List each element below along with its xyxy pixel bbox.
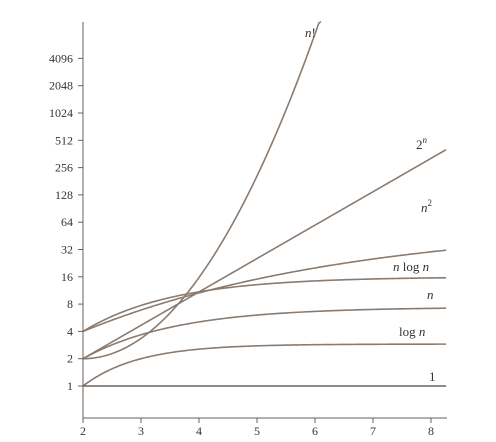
- x-tick-label: 2: [80, 424, 86, 438]
- curve-label-main: 2: [416, 137, 423, 152]
- curve-label-superscript: n: [423, 135, 428, 145]
- curve-label-logarithmic: log n: [399, 324, 425, 339]
- x-tick-label: 7: [370, 424, 376, 438]
- curves-layer: [82, 21, 447, 387]
- curve-label-superscript: 2: [428, 198, 433, 208]
- y-tick-label: 2048: [49, 79, 73, 93]
- y-tick-label: 4: [67, 324, 73, 338]
- x-tick-label: 8: [428, 424, 434, 438]
- curve-label-nlogn: n log n: [393, 259, 429, 274]
- y-tick-label: 128: [55, 188, 73, 202]
- y-tick-label: 8: [67, 297, 73, 311]
- curve-label-suffix: !: [312, 25, 316, 40]
- x-tick-label: 6: [312, 424, 318, 438]
- x-tick-label: 3: [138, 424, 144, 438]
- x-tick-label: 5: [254, 424, 260, 438]
- axes-layer: [82, 22, 447, 419]
- curve-label-main: n log n: [393, 259, 429, 274]
- curve-factorial: [82, 21, 322, 360]
- y-tick-label: 1: [67, 379, 73, 393]
- y-tick-label: 2: [67, 352, 73, 366]
- curve-label-quadratic: n2: [421, 198, 432, 215]
- y-tick-label: 32: [61, 243, 73, 257]
- y-tick-label: 256: [55, 161, 73, 175]
- curve-label-main: log n: [399, 324, 425, 339]
- curve-label-main: 1: [429, 369, 436, 384]
- curve-label-main: n: [427, 287, 434, 302]
- curve-label-main: n: [305, 25, 312, 40]
- y-tick-label: 64: [61, 215, 73, 229]
- curve-label-constant: 1: [429, 369, 436, 384]
- curve-label-exponential: 2n: [416, 135, 428, 152]
- curve-logarithmic: [82, 343, 447, 387]
- y-tick-label: 4096: [49, 51, 73, 65]
- curve-quadratic: [82, 249, 447, 333]
- curve-label-linear: n: [427, 287, 434, 302]
- y-tick-label: 512: [55, 133, 73, 147]
- curve-label-factorial: n!: [305, 25, 316, 40]
- curve-label-main: n: [421, 200, 428, 215]
- curve-nlogn: [82, 276, 447, 333]
- x-tick-label: 4: [196, 424, 202, 438]
- y-tick-label: 16: [61, 270, 73, 284]
- curve-linear: [82, 307, 447, 360]
- curve-exponential: [82, 149, 447, 360]
- ticks-layer: 1 2 4 8 16 32 64 128 256 512 1024 2048 4096 2 3 4 5 6 7 8: [49, 51, 434, 438]
- y-tick-label: 1024: [49, 106, 73, 120]
